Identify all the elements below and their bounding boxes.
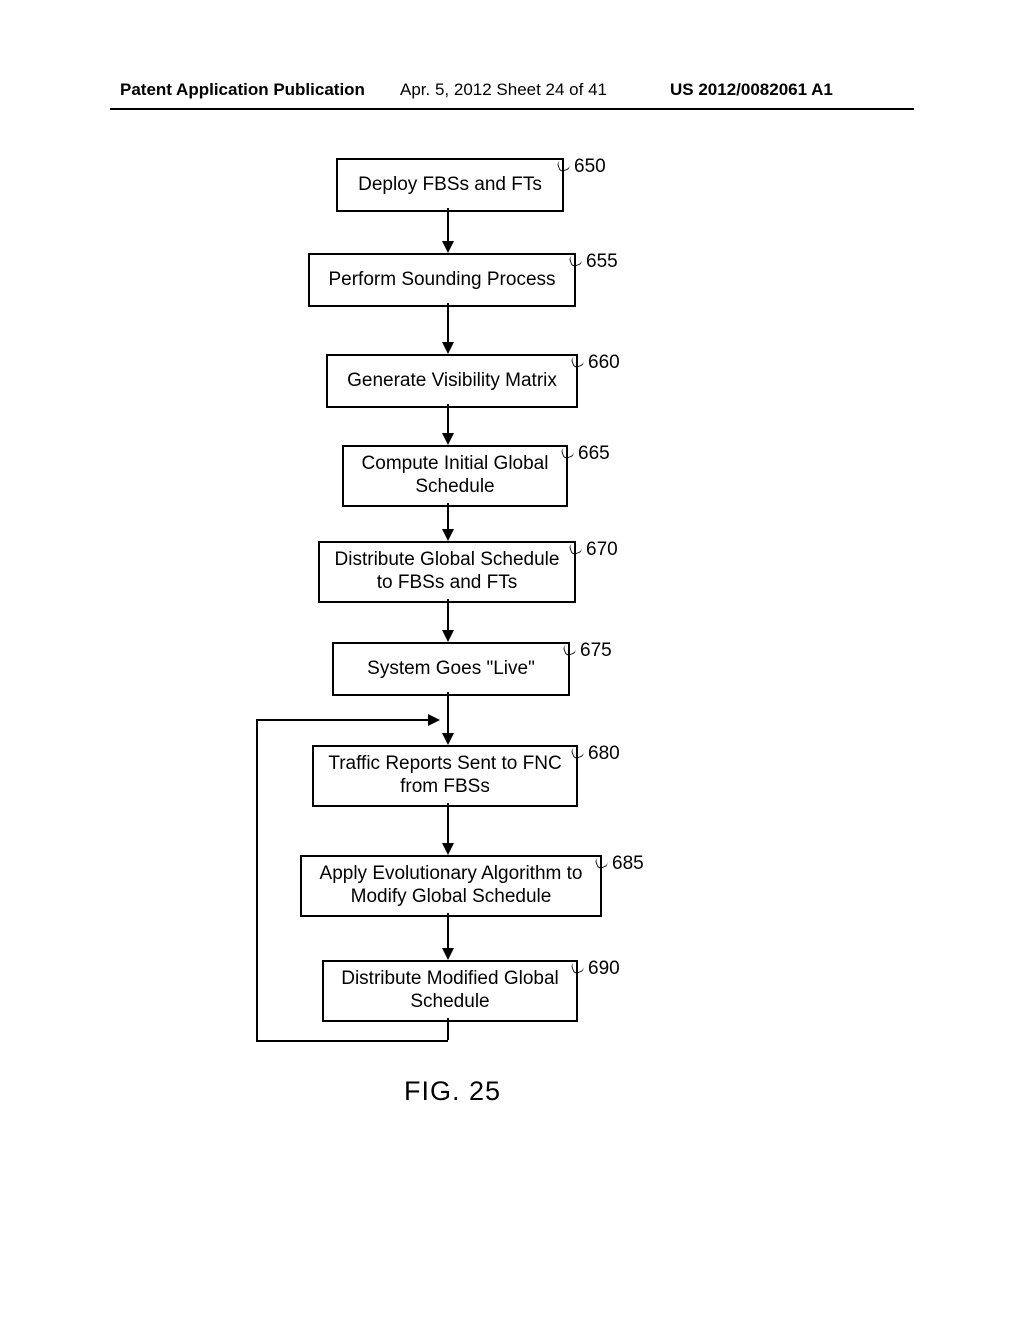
arrow-line [447, 692, 449, 735]
arrow-head [442, 241, 454, 253]
arrow-head [442, 630, 454, 642]
arrow-line [447, 913, 449, 950]
flow-box-655: Perform Sounding Process [308, 253, 576, 307]
ref-label-650: 650 [574, 156, 606, 178]
flow-box-660: Generate Visibility Matrix [326, 354, 578, 408]
loop-line [256, 1040, 448, 1042]
header-rule [110, 108, 914, 110]
flow-box-675: System Goes "Live" [332, 642, 570, 696]
header-right: US 2012/0082061 A1 [670, 80, 833, 100]
flow-box-650: Deploy FBSs and FTs [336, 158, 564, 212]
header-left: Patent Application Publication [120, 80, 365, 100]
ref-label-665: 665 [578, 443, 610, 465]
ref-label-680: 680 [588, 743, 620, 765]
arrow-line [447, 503, 449, 531]
arrow-line [447, 599, 449, 632]
arrow-head [442, 433, 454, 445]
ref-label-685: 685 [612, 853, 644, 875]
arrow-line [447, 404, 449, 435]
figure-caption: FIG. 25 [404, 1076, 501, 1107]
arrow-line [447, 208, 449, 243]
ref-label-660: 660 [588, 352, 620, 374]
arrow-head [442, 342, 454, 354]
loop-line [256, 719, 258, 1042]
arrow-head [442, 843, 454, 855]
loop-line [447, 1018, 449, 1040]
flow-box-685: Apply Evolutionary Algorithm toModify Gl… [300, 855, 602, 917]
arrow-head [442, 948, 454, 960]
ref-label-655: 655 [586, 251, 618, 273]
arrow-line [447, 303, 449, 344]
flow-box-670: Distribute Global Scheduleto FBSs and FT… [318, 541, 576, 603]
flow-box-680: Traffic Reports Sent to FNCfrom FBSs [312, 745, 578, 807]
arrow-head [442, 733, 454, 745]
arrow-head [442, 529, 454, 541]
ref-label-690: 690 [588, 958, 620, 980]
ref-label-670: 670 [586, 539, 618, 561]
loop-arrow-head [428, 714, 440, 726]
flow-box-665: Compute Initial GlobalSchedule [342, 445, 568, 507]
flow-box-690: Distribute Modified GlobalSchedule [322, 960, 578, 1022]
header-center: Apr. 5, 2012 Sheet 24 of 41 [400, 80, 607, 100]
loop-line [256, 719, 430, 721]
ref-label-675: 675 [580, 640, 612, 662]
arrow-line [447, 803, 449, 845]
